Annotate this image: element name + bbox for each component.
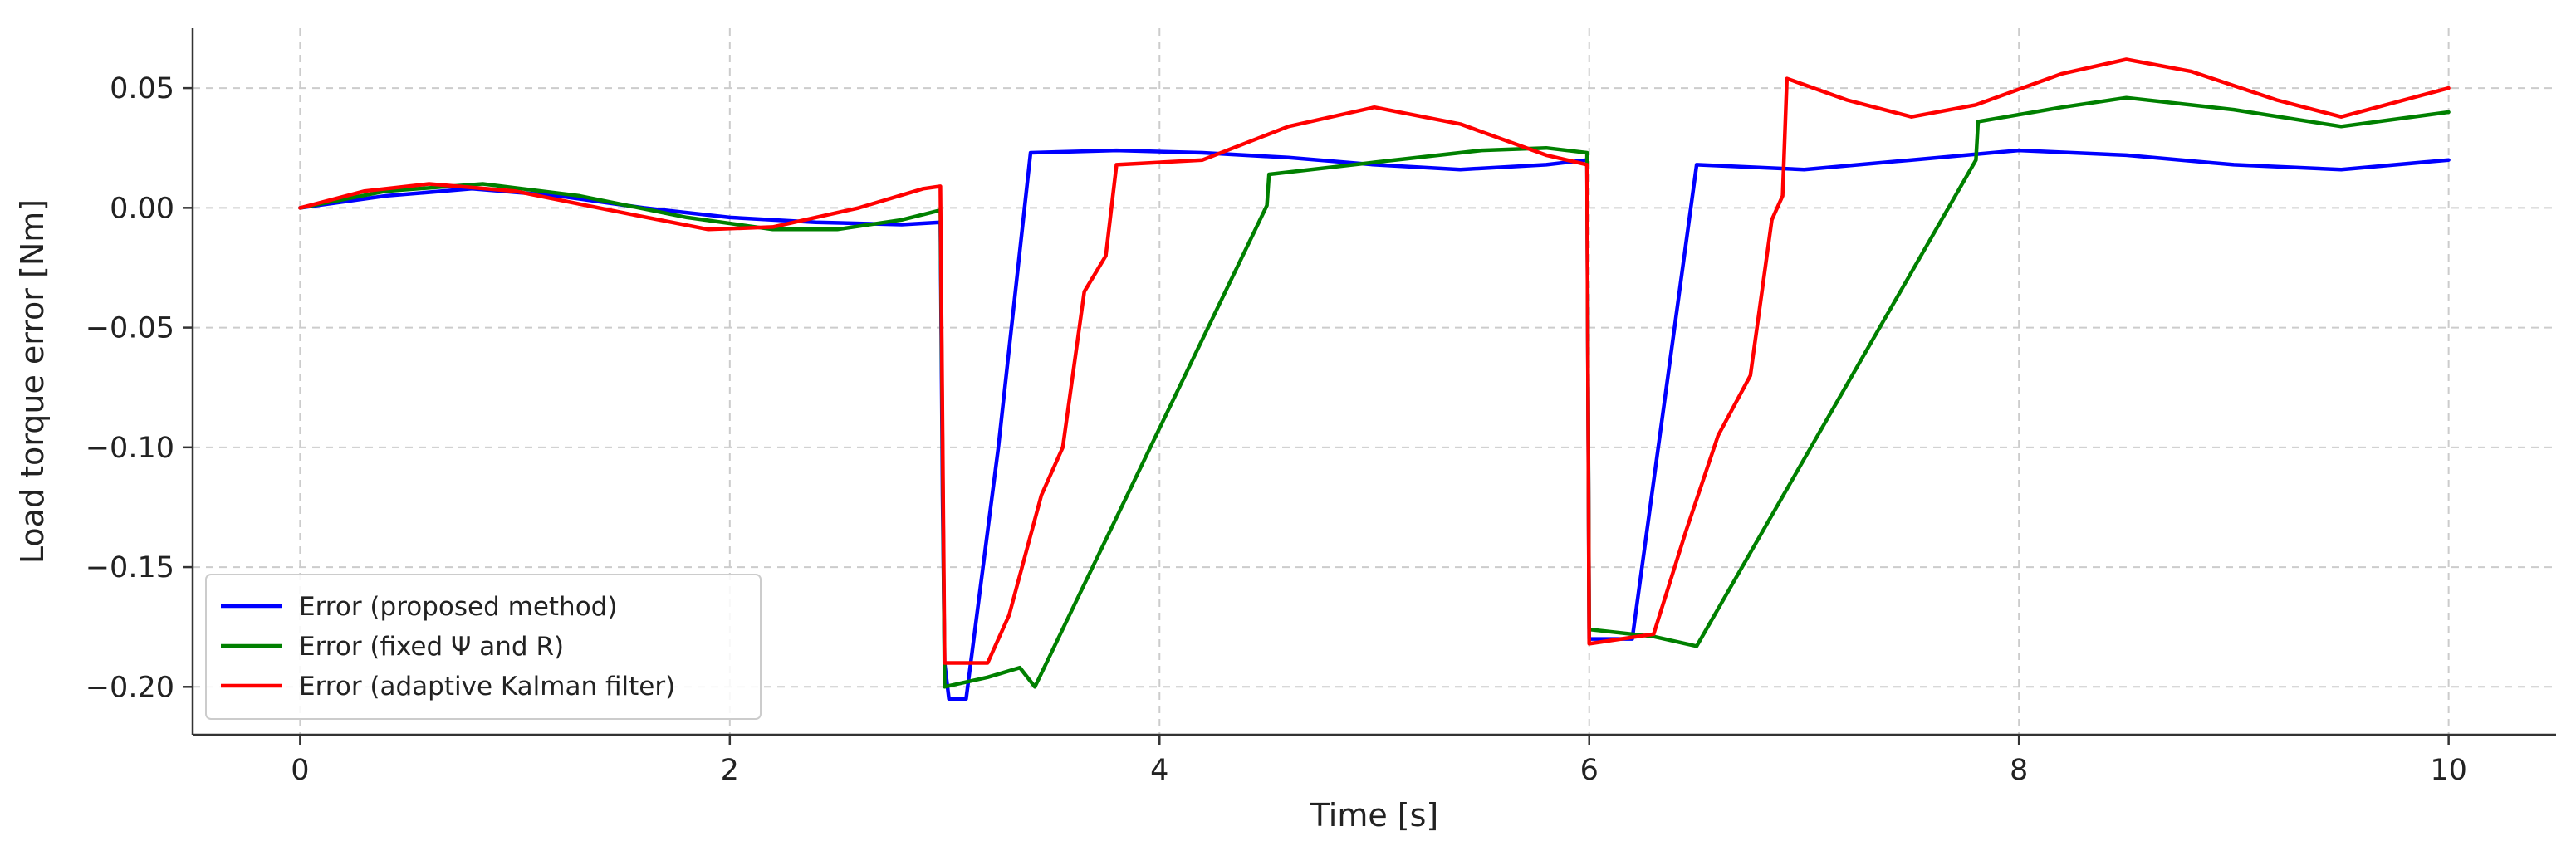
series-line-adaptive (298, 57, 2451, 665)
y-tick-label-3: −0.10 (86, 432, 174, 465)
x-axis-label: Time [s] (1310, 797, 1439, 834)
legend-label-adaptive: Error (adaptive Kalman filter) (299, 672, 675, 702)
ticks: 0 2 4 6 8 10 0.05 0.00 −0.05 −0.10 −0.15 −0.20 (86, 72, 2467, 787)
y-axis-label: Load torque error [Nm] (14, 199, 51, 564)
legend-label-fixed: Error (fixed Ψ and R) (299, 632, 564, 662)
y-tick-label-4: −0.15 (86, 551, 174, 584)
series-line-fixed (298, 95, 2451, 689)
y-tick-label-5: −0.20 (86, 671, 174, 704)
x-tick-label-2: 4 (1150, 754, 1168, 787)
axes (191, 28, 2556, 736)
legend-box (205, 574, 762, 720)
legend-label-proposed: Error (proposed method) (299, 592, 617, 622)
x-tick-label-3: 6 (1580, 754, 1599, 787)
series-line-proposed (298, 148, 2451, 701)
x-tick-label-0: 0 (291, 754, 309, 787)
y-tick-label-1: 0.00 (110, 192, 174, 225)
x-tick-label-4: 8 (2010, 754, 2028, 787)
series-group (298, 57, 2451, 701)
y-tick-label-0: 0.05 (110, 72, 174, 105)
x-tick-label-5: 10 (2430, 754, 2467, 787)
y-tick-label-2: −0.05 (86, 312, 174, 345)
x-tick-label-1: 2 (721, 754, 739, 787)
legend: Error (proposed method) Error (fixed Ψ a… (205, 574, 762, 720)
